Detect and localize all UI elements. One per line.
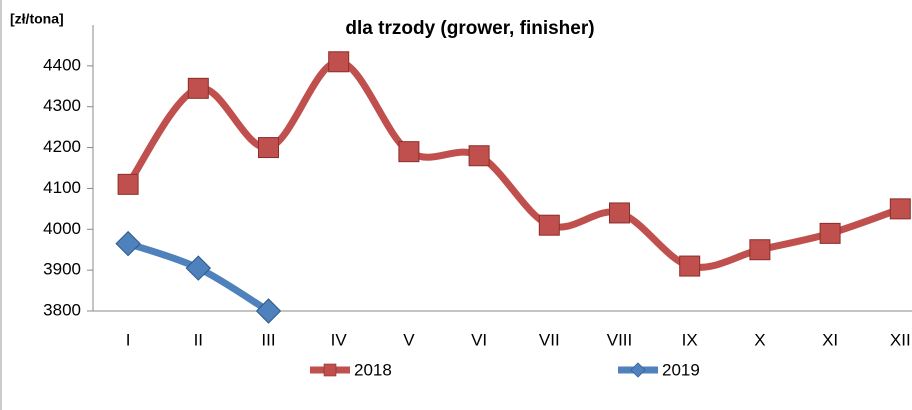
x-tick-label: I <box>126 330 131 349</box>
legend-marker <box>630 362 646 378</box>
marker <box>538 214 560 236</box>
x-tick-label: II <box>194 330 203 349</box>
x-tick-label: VIII <box>607 330 633 349</box>
marker <box>115 230 141 257</box>
legend-label: 2019 <box>662 360 700 379</box>
x-tick-label: IV <box>331 330 348 349</box>
y-axis-label: [zł/tona] <box>10 11 64 27</box>
marker <box>117 173 139 195</box>
marker <box>328 51 350 73</box>
chart-title: dla trzody (grower, finisher) <box>345 18 594 39</box>
marker <box>398 141 420 163</box>
x-tick-label: III <box>261 330 275 349</box>
y-tick-label: 3800 <box>43 300 81 319</box>
x-tick-label: VII <box>539 330 560 349</box>
marker <box>468 145 490 167</box>
marker <box>819 222 841 244</box>
marker <box>255 298 282 324</box>
legend-label: 2018 <box>354 360 392 379</box>
marker <box>609 202 630 224</box>
x-tick-label: VI <box>471 330 487 349</box>
marker <box>258 137 279 159</box>
y-tick-label: 4200 <box>43 137 81 156</box>
marker <box>187 77 209 99</box>
x-tick-label: IX <box>682 330 698 349</box>
y-tick-label: 3900 <box>43 260 81 279</box>
legend-marker <box>323 363 337 377</box>
x-tick-label: V <box>403 330 415 349</box>
y-tick-label: 4400 <box>43 55 81 74</box>
x-tick-label: XI <box>822 330 838 349</box>
marker <box>679 255 701 277</box>
marker <box>889 198 911 220</box>
marker <box>185 255 212 281</box>
y-tick-label: 4000 <box>43 219 81 238</box>
y-tick-label: 4300 <box>43 96 81 115</box>
x-tick-label: X <box>754 330 765 349</box>
marker <box>749 239 771 261</box>
y-tick-label: 4100 <box>43 178 81 197</box>
x-tick-label: XII <box>890 330 911 349</box>
